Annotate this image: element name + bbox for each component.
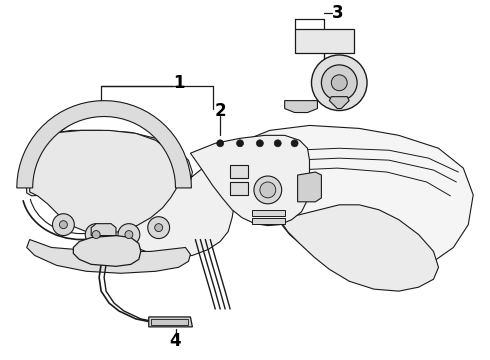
Polygon shape — [191, 135, 310, 226]
Polygon shape — [149, 317, 193, 327]
Polygon shape — [26, 130, 180, 234]
Circle shape — [237, 140, 244, 147]
Polygon shape — [230, 182, 248, 195]
Polygon shape — [280, 205, 439, 291]
Circle shape — [155, 224, 163, 231]
Circle shape — [331, 75, 347, 91]
Circle shape — [85, 224, 107, 246]
Circle shape — [52, 214, 74, 235]
Text: 4: 4 — [170, 332, 181, 350]
Polygon shape — [26, 239, 191, 273]
Circle shape — [256, 140, 263, 147]
Circle shape — [118, 224, 140, 246]
Polygon shape — [74, 235, 141, 266]
Polygon shape — [17, 100, 192, 188]
Text: 1: 1 — [173, 74, 184, 92]
Polygon shape — [151, 319, 189, 325]
Circle shape — [217, 140, 223, 147]
Circle shape — [148, 217, 170, 239]
Circle shape — [291, 140, 298, 147]
Text: 2: 2 — [215, 102, 226, 120]
Polygon shape — [252, 218, 285, 224]
Circle shape — [59, 221, 68, 229]
Circle shape — [312, 55, 367, 111]
Circle shape — [92, 231, 100, 239]
Circle shape — [254, 176, 282, 204]
Circle shape — [125, 231, 133, 239]
Circle shape — [260, 182, 276, 198]
Polygon shape — [329, 96, 349, 109]
Polygon shape — [245, 125, 473, 274]
Text: 3: 3 — [331, 4, 343, 22]
Circle shape — [321, 65, 357, 100]
Polygon shape — [285, 100, 318, 113]
Polygon shape — [24, 130, 245, 257]
Polygon shape — [297, 172, 321, 202]
Polygon shape — [230, 165, 248, 178]
Circle shape — [274, 140, 281, 147]
Polygon shape — [91, 224, 116, 235]
Polygon shape — [294, 29, 354, 53]
Polygon shape — [252, 210, 285, 216]
